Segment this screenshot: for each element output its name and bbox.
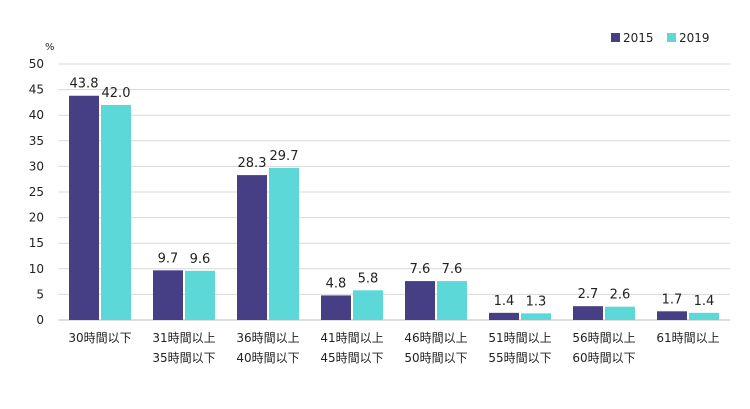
bar-2019	[101, 104, 131, 321]
y-axis-unit-label: %	[45, 42, 55, 53]
bar-2019	[605, 306, 635, 320]
x-category-label: 35時間以下	[152, 351, 215, 365]
y-tick-label: 20	[29, 211, 44, 225]
bars	[69, 95, 719, 321]
y-tick-label: 35	[29, 134, 44, 148]
bar-2015	[489, 312, 519, 320]
data-label: 9.6	[190, 252, 211, 267]
x-category-label: 50時間以下	[404, 351, 467, 365]
legend-swatch-2015	[611, 33, 620, 42]
x-category-label: 56時間以上	[572, 331, 635, 345]
bar-2015	[237, 175, 267, 320]
bar-2019	[521, 313, 551, 320]
data-label: 9.7	[158, 251, 179, 266]
data-label: 29.7	[270, 149, 299, 164]
y-tick-label: 50	[29, 57, 44, 71]
x-category-label: 41時間以上	[320, 331, 383, 345]
legend-label: 2019	[679, 31, 710, 45]
data-labels: 43.842.0 9.7 9.6 28.3 29.7 4.8 5.8 7.6 7.6 1.4 1.3…	[70, 77, 715, 310]
x-category-label: 51時間以上	[488, 331, 551, 345]
y-tick-label: 10	[29, 262, 44, 276]
x-category-label: 36時間以上	[236, 331, 299, 345]
legend-swatch-2019	[667, 33, 676, 42]
x-category-label: 31時間以上	[152, 331, 215, 345]
x-category-label: 61時間以上	[656, 331, 719, 345]
bar-2015	[321, 295, 351, 320]
data-label: 1.3	[526, 294, 547, 309]
bar-2015	[573, 306, 603, 320]
data-label: 4.8	[326, 276, 347, 291]
y-axis-ticks: 0 5 10 15 20 25 30 35 40 45 50	[29, 57, 44, 327]
data-label: 7.6	[442, 262, 463, 277]
data-label: 28.3	[238, 156, 267, 171]
y-tick-label: 45	[29, 83, 44, 97]
data-label: 42.0	[102, 86, 131, 101]
data-label: 2.7	[578, 287, 599, 302]
bar-2019	[269, 167, 299, 320]
data-label: 5.8	[358, 271, 379, 286]
bar-2015	[405, 281, 435, 320]
bar-2019	[185, 270, 215, 320]
x-category-label: 55時間以下	[488, 351, 551, 365]
data-label: 1.4	[494, 294, 515, 309]
data-label: 2.6	[610, 288, 631, 303]
data-label: 1.4	[694, 294, 715, 309]
y-tick-label: 30	[29, 159, 44, 173]
y-tick-label: 15	[29, 236, 44, 250]
x-category-label: 46時間以上	[404, 331, 467, 345]
y-tick-label: 0	[36, 313, 44, 327]
bar-2019	[437, 281, 467, 320]
legend-label: 2015	[623, 31, 654, 45]
bar-2015	[657, 311, 687, 320]
y-tick-label: 40	[29, 108, 44, 122]
y-tick-label: 25	[29, 185, 44, 199]
bar-2015	[153, 270, 183, 320]
data-label: 1.7	[662, 292, 683, 307]
legend: 2015 2019	[611, 31, 710, 45]
bar-2019	[689, 312, 719, 320]
x-category-label: 30時間以下	[68, 331, 131, 345]
data-label: 43.8	[70, 77, 99, 92]
bar-2015	[69, 95, 99, 320]
y-tick-label: 5	[36, 287, 44, 301]
x-axis-categories: 30時間以下 31時間以上 35時間以下 36時間以上 40時間以下 41時間以上 45時間…	[68, 331, 719, 365]
x-category-label: 45時間以下	[320, 351, 383, 365]
bar-2019	[353, 290, 383, 320]
data-label: 7.6	[410, 262, 431, 277]
x-category-label: 40時間以下	[236, 351, 299, 365]
x-category-label: 60時間以下	[572, 351, 635, 365]
